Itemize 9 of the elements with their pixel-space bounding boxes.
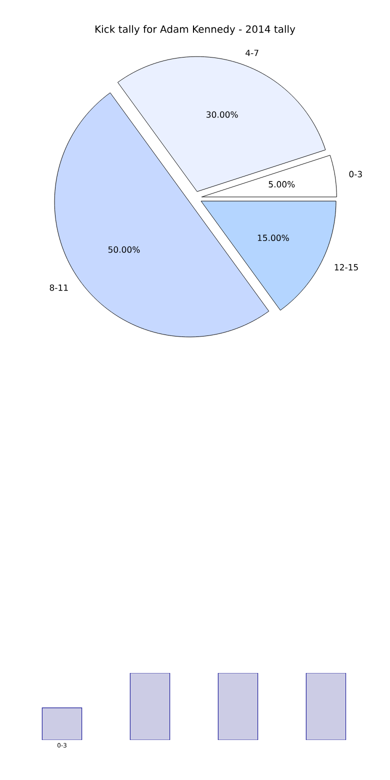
slice-label: 12-15	[334, 264, 358, 270]
slice-label: 4-7	[246, 50, 258, 56]
data-label: 15.00%	[258, 234, 289, 242]
data-label: 5.00%	[268, 181, 295, 188]
slice-label: 0-3	[349, 170, 362, 178]
chart-title: Kick tally for Adam Kennedy - 2014 tally	[96, 25, 296, 35]
data-label: 30.00%	[206, 111, 238, 118]
data-label: 50.00%	[108, 246, 140, 253]
slice-label: 8-11	[50, 284, 68, 291]
